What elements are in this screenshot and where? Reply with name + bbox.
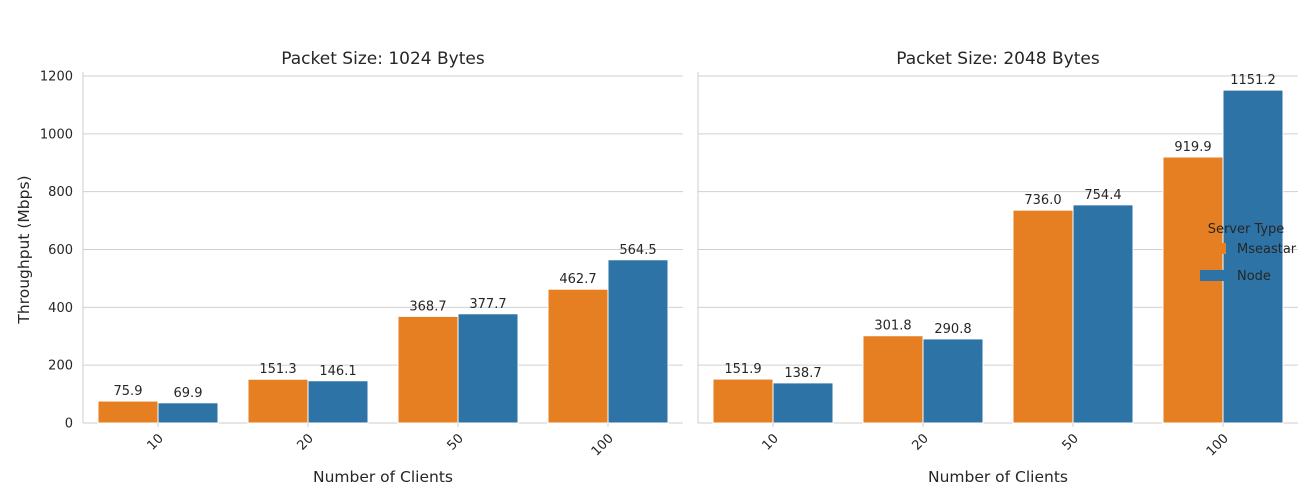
bar-node — [157, 402, 219, 424]
bar-node — [1072, 204, 1134, 424]
x-tick-label: 20 — [295, 431, 317, 453]
bar-mseastar — [862, 335, 924, 424]
y-tick-label: 600 — [48, 243, 73, 258]
bar-mseastar — [712, 378, 774, 424]
bar-value-label: 1151.2 — [1230, 73, 1276, 88]
bar-value-label: 151.9 — [724, 362, 761, 377]
y-tick-label: 1000 — [40, 127, 73, 142]
x-tick-label: 10 — [145, 431, 167, 453]
bar-node — [307, 380, 369, 424]
bar-value-label: 377.7 — [469, 297, 506, 312]
legend-label: Node — [1237, 269, 1271, 284]
bar-node — [607, 259, 669, 424]
bar-value-label: 754.4 — [1084, 188, 1121, 203]
x-tick-label: 100 — [1204, 431, 1232, 459]
bar-value-label: 736.0 — [1024, 193, 1061, 208]
y-axis-label: Throughput (Mbps) — [15, 175, 33, 324]
bar-value-label: 919.9 — [1174, 140, 1211, 155]
bar-mseastar — [1012, 209, 1074, 424]
y-tick-label: 0 — [65, 417, 73, 432]
x-axis-label: Number of Clients — [313, 468, 453, 486]
legend-swatch-mseastar — [1200, 243, 1226, 254]
bar-node — [457, 313, 519, 424]
bar-mseastar — [1162, 156, 1224, 424]
bar-value-label: 146.1 — [319, 364, 356, 379]
y-tick-label: 200 — [48, 359, 73, 374]
x-tick-label: 50 — [1060, 431, 1082, 453]
x-axis-label: Number of Clients — [928, 468, 1068, 486]
x-tick-label: 50 — [445, 431, 467, 453]
bar-value-label: 138.7 — [784, 366, 821, 381]
bar-value-label: 151.3 — [259, 362, 296, 377]
y-tick-label: 800 — [48, 185, 73, 200]
bar-mseastar — [97, 400, 159, 424]
bar-mseastar — [547, 288, 609, 424]
bar-node — [772, 382, 834, 424]
legend-label: Mseastar — [1237, 242, 1297, 257]
bar-mseastar — [397, 315, 459, 424]
x-tick-label: 20 — [910, 431, 932, 453]
bar-node — [1222, 89, 1284, 424]
panel-title: Packet Size: 2048 Bytes — [896, 49, 1100, 69]
bar-node — [922, 338, 984, 424]
x-tick-label: 10 — [760, 431, 782, 453]
bar-mseastar — [247, 378, 309, 424]
bar-value-label: 290.8 — [934, 322, 971, 337]
bar-value-label: 462.7 — [559, 272, 596, 287]
y-tick-label: 1200 — [40, 70, 73, 85]
bar-value-label: 564.5 — [619, 243, 656, 258]
bar-value-label: 301.8 — [874, 319, 911, 334]
bar-value-label: 368.7 — [409, 299, 446, 314]
legend-title: Server Type — [1208, 222, 1285, 237]
panel-title: Packet Size: 1024 Bytes — [281, 49, 485, 69]
legend-swatch-node — [1200, 270, 1226, 281]
y-tick-label: 400 — [48, 301, 73, 316]
bar-value-label: 69.9 — [174, 386, 203, 401]
bar-value-label: 75.9 — [114, 384, 143, 399]
x-tick-label: 100 — [589, 431, 617, 459]
